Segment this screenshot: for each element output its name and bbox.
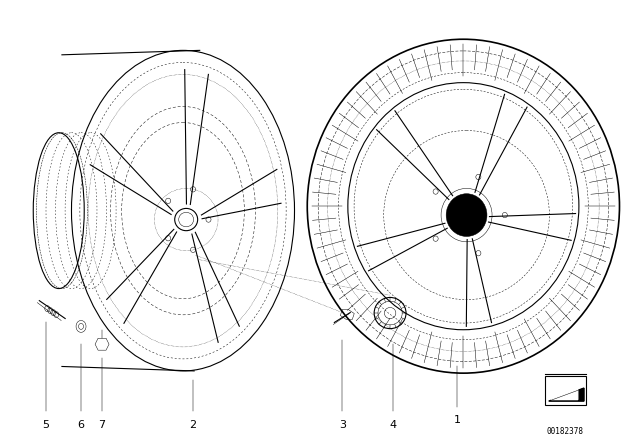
Ellipse shape: [446, 194, 487, 237]
Text: 2: 2: [189, 420, 196, 430]
Text: 1: 1: [454, 415, 461, 426]
Bar: [545, 376, 586, 405]
Text: 7: 7: [99, 420, 106, 430]
Text: 00182378: 00182378: [547, 426, 584, 435]
Text: 5: 5: [42, 420, 49, 430]
Polygon shape: [548, 388, 584, 401]
Text: 4: 4: [390, 420, 397, 430]
Polygon shape: [551, 389, 578, 400]
Text: 6: 6: [77, 420, 84, 430]
Text: 3: 3: [339, 420, 346, 430]
